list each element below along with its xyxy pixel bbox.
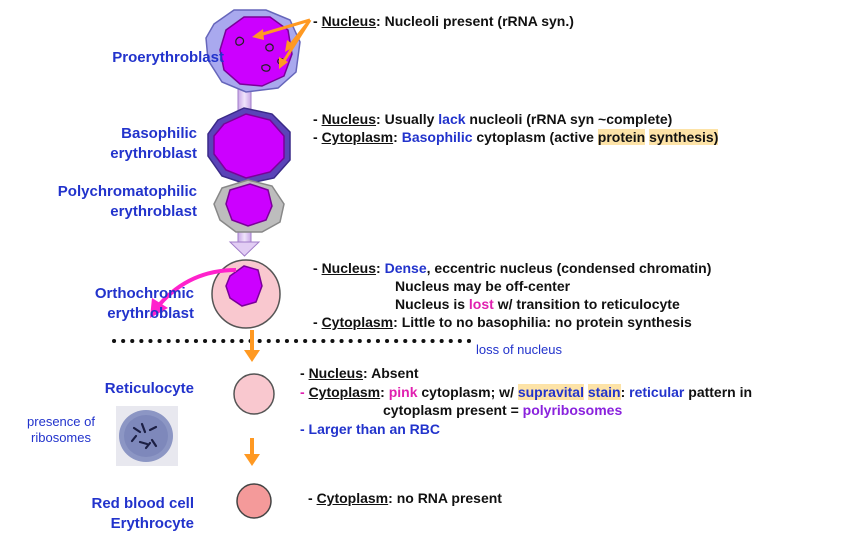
proerythroblast-label: Proerythroblast [112,49,224,66]
polychromatophilic-label-line1: Polychromatophilic [57,183,197,200]
polychromatophilic-erythroblast-cell [213,179,285,233]
reticulocyte-label: Reticulocyte [104,380,194,397]
reticulocyte-micrograph [116,406,178,466]
reticulocyte-size-description: - Larger than an RBC [300,421,441,437]
polychromatophilic-label-line2: erythroblast [110,203,197,220]
polychromatophilic-erythroblast-label: Polychromatophilic erythroblast [58,182,197,222]
loss-of-nucleus-note: loss of nucleus [476,342,562,357]
reticulocyte-cell [233,373,275,415]
basophilic-erythroblast-label: Basophilic erythroblast [110,124,197,164]
reticulocyte-cytoplasm-description: - Cytoplasm: pink cytoplasm; w/ supravit… [300,384,753,400]
rbc-cytoplasm-description: - Cytoplasm: no RNA present [308,490,502,506]
proerythroblast-description: - Nucleus: Nucleoli present (rRNA syn.) [313,13,574,29]
rbc-label-line1: Red blood cell [91,495,194,512]
orange-progression-arrows [244,330,260,466]
basophilic-label-line1: Basophilic [121,125,197,142]
cytoplasm-term: Cytoplasm [316,490,389,506]
orthochromic-nucleus-description: - Nucleus: Dense, eccentric nucleus (con… [313,260,712,276]
basophilic-cytoplasm-description: - Cytoplasm: Basophilic cytoplasm (activ… [313,129,719,145]
orthochromic-label-line2: erythroblast [107,305,194,322]
nucleus-term: Nucleus [321,13,377,29]
nucleus-term: Nucleus [308,365,364,381]
reticulocyte-nucleus-description: - Nucleus: Absent [300,365,419,381]
reticulocyte-polyribosomes-line: cytoplasm present = polyribosomes [383,402,623,418]
orthochromic-cytoplasm-description: - Cytoplasm: Little to no basophilia: no… [313,314,692,330]
orthochromic-erythroblast-label: Orthochromic erythroblast [95,284,194,324]
nucleus-extrusion-arrow [150,268,237,318]
cytoplasm-term: Cytoplasm [321,314,394,330]
basophilic-label-line2: erythroblast [110,145,197,162]
cytoplasm-term: Cytoplasm [308,384,381,400]
red-blood-cell [236,483,272,519]
cytoplasm-term: Cytoplasm [321,129,394,145]
presence-note-line1: presence of [27,414,95,429]
red-blood-cell-label: Red blood cell Erythrocyte [91,494,194,534]
basophilic-erythroblast-cell [207,107,291,185]
nucleoli-pointer-arrows [252,18,312,69]
nucleus-term: Nucleus [321,111,377,127]
presence-of-ribosomes-note: presence of ribosomes [22,414,100,446]
nucleus-term: Nucleus [321,260,377,276]
basophilic-nucleus-description: - Nucleus: Usually lack nucleoli (rRNA s… [313,111,673,127]
rbc-label-line2: Erythrocyte [110,515,194,532]
orthochromic-off-center-line: Nucleus may be off-center [395,278,571,294]
orthochromic-erythroblast-cell [211,259,281,329]
presence-note-line2: ribosomes [31,430,91,445]
orthochromic-lost-line: Nucleus is lost w/ transition to reticul… [395,296,680,312]
orthochromic-label-line1: Orthochromic [94,285,194,302]
